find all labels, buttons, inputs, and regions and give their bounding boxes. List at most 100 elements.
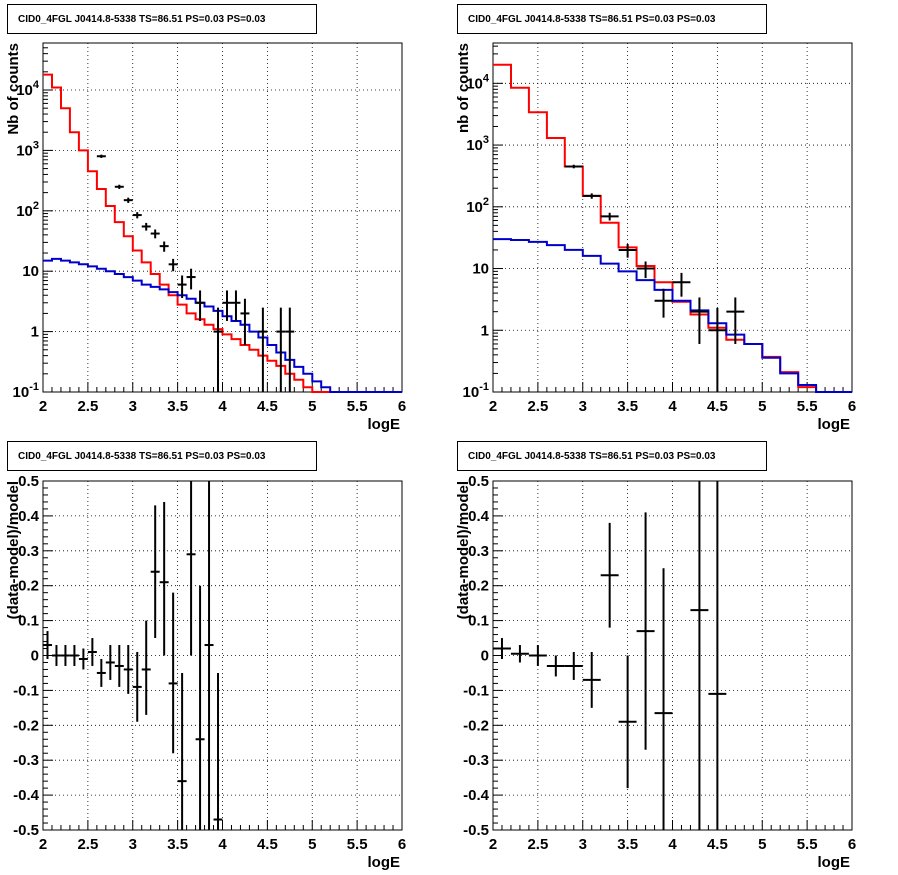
chart-panel-top-right: 2 2.5 3 3.5 4 4.5 5 5.5 6 10-1 1 10 102 103 104 logE nb …	[455, 42, 856, 433]
y-tick-label: -0.1	[13, 682, 39, 699]
data-point	[285, 307, 295, 392]
data-point	[195, 585, 205, 830]
data-point	[276, 307, 286, 392]
x-tick-label: 4	[218, 398, 227, 415]
x-axis-title: logE	[818, 416, 851, 433]
data-point	[213, 307, 223, 392]
data-point	[69, 645, 79, 666]
data-point	[564, 164, 583, 169]
x-tick-label: 2	[39, 836, 47, 853]
y-tick-label: -0.1	[463, 682, 489, 699]
data-point	[690, 297, 709, 344]
x-tick-label: 3	[129, 836, 137, 853]
y-tick-label: 0	[481, 648, 489, 665]
x-tick-label: 6	[398, 836, 406, 853]
x-tick-label: 3	[129, 398, 137, 415]
y-tick-label: -0.3	[463, 752, 489, 769]
y-tick-label: 10	[472, 261, 489, 278]
data-point	[654, 288, 673, 318]
y-tick-label: 103	[466, 134, 489, 154]
x-tick-label: 2.5	[77, 836, 98, 853]
x-axis-title: logE	[818, 854, 851, 871]
data-point	[213, 672, 223, 830]
y-tick-label: 0	[31, 648, 39, 665]
x-tick-label: 6	[848, 836, 856, 853]
data-point	[177, 275, 187, 298]
x-tick-label: 3.5	[617, 836, 638, 853]
data-point	[123, 645, 133, 694]
y-tick-label: 0.3	[468, 543, 489, 560]
panel-title-top-left: CID0_4FGL J0414.8-5338 TS=86.51 PS=0.03 …	[7, 4, 317, 34]
chart-panel-bottom-left: 2 2.5 3 3.5 4 4.5 5 5.5 6 -0.5 -0.4 -0.3 -0.2 -0.1 0 0.…	[5, 473, 406, 871]
x-tick-label: 2.5	[77, 398, 98, 415]
series-step-line-component	[43, 257, 402, 393]
data-point	[159, 241, 169, 252]
data-point	[672, 272, 691, 297]
data-point	[78, 648, 88, 670]
data-point	[141, 222, 151, 231]
series-step-line-component	[493, 238, 852, 393]
y-tick-label: -0.4	[463, 787, 490, 804]
data-point	[51, 645, 61, 666]
x-tick-label: 4	[668, 398, 677, 415]
data-point	[87, 638, 97, 666]
data-point	[195, 290, 205, 321]
x-tick-label: 5.5	[347, 398, 368, 415]
data-point	[600, 212, 619, 221]
y-axis-title: nb of counts	[455, 43, 472, 133]
y-tick-label: 102	[16, 200, 39, 220]
data-point	[60, 645, 70, 666]
x-tick-label: 4.5	[257, 398, 278, 415]
y-tick-label: 0.2	[18, 578, 39, 595]
x-axis-title: logE	[368, 854, 401, 871]
data-point	[708, 307, 727, 392]
data-point	[240, 298, 250, 345]
y-tick-label: 1	[481, 322, 489, 339]
data-point	[618, 655, 637, 789]
x-tick-label: 3.5	[167, 398, 188, 415]
x-tick-label: 5	[758, 398, 766, 415]
y-axis-title: Nb of counts	[5, 43, 22, 135]
data-point	[528, 645, 547, 666]
data-point	[546, 655, 565, 677]
y-tick-label: -0.5	[463, 822, 489, 839]
y-tick-label: -0.3	[13, 752, 39, 769]
series-step-line-model	[43, 73, 402, 393]
data-point	[168, 258, 178, 272]
data-point	[636, 512, 655, 750]
y-tick-label: 0.1	[468, 613, 489, 630]
x-tick-label: 3	[579, 398, 587, 415]
x-tick-label: 3.5	[617, 398, 638, 415]
x-tick-label: 5	[308, 398, 316, 415]
y-tick-label: 102	[466, 196, 489, 216]
data-point	[258, 307, 268, 392]
data-point	[231, 290, 241, 321]
x-tick-label: 5.5	[797, 398, 818, 415]
x-tick-label: 6	[848, 398, 856, 415]
y-tick-label: 104	[466, 72, 490, 92]
data-point	[114, 645, 124, 687]
y-tick-label: 0.1	[18, 613, 39, 630]
y-axis-title: (data-model)/model	[455, 481, 472, 619]
y-tick-label: 103	[16, 139, 39, 159]
panel-title-bottom-left: CID0_4FGL J0414.8-5338 TS=86.51 PS=0.03 …	[7, 441, 317, 471]
data-point	[726, 297, 745, 344]
y-tick-label: 0.4	[468, 508, 490, 525]
data-point	[186, 481, 196, 656]
x-tick-label: 4.5	[707, 398, 728, 415]
y-tick-label: 0.2	[468, 578, 489, 595]
y-tick-label: 1	[31, 324, 39, 341]
x-tick-label: 5.5	[347, 836, 368, 853]
y-tick-label: -0.2	[13, 717, 39, 734]
x-tick-label: 6	[398, 398, 406, 415]
data-point	[132, 652, 142, 722]
x-tick-label: 2	[489, 398, 497, 415]
data-point	[582, 652, 601, 708]
x-tick-label: 5	[308, 836, 316, 853]
data-point	[132, 212, 142, 219]
x-tick-label: 3	[579, 836, 587, 853]
y-tick-label: -0.4	[13, 787, 40, 804]
data-point	[114, 184, 124, 189]
x-tick-label: 5	[758, 836, 766, 853]
